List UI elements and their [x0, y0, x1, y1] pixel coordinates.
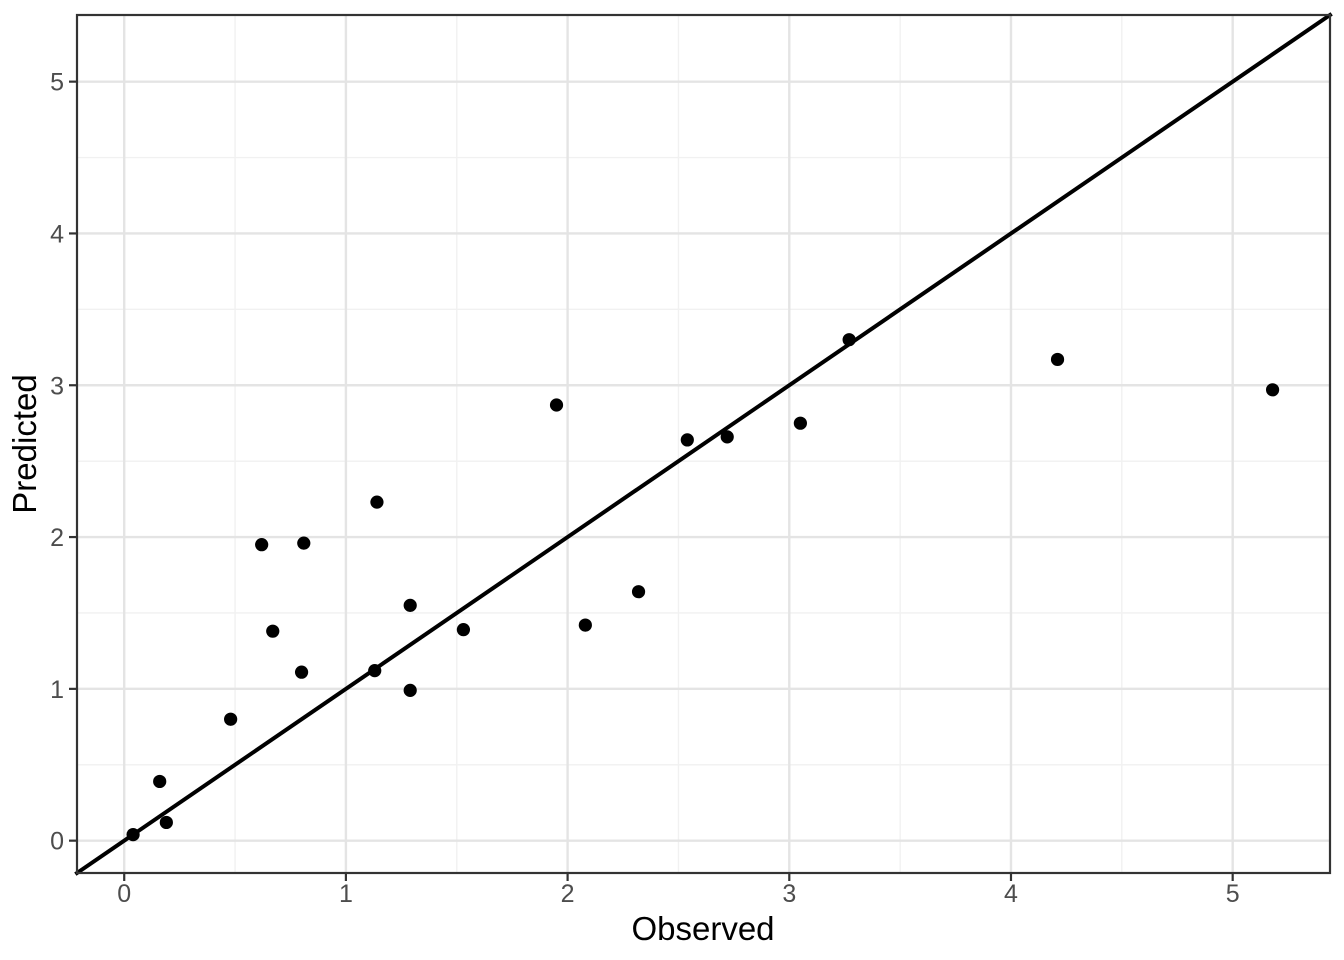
data-point: [266, 624, 280, 638]
data-point: [224, 712, 238, 726]
data-point: [456, 623, 471, 637]
data-point: [159, 815, 173, 830]
data-point: [126, 827, 140, 842]
data-point: [720, 430, 734, 444]
y-tick-label: 4: [50, 220, 64, 248]
x-tick-label: 2: [561, 880, 575, 908]
x-tick-label: 1: [339, 880, 353, 908]
data-point: [1265, 383, 1280, 397]
data-point: [294, 665, 309, 679]
data-point: [680, 433, 694, 447]
data-point: [842, 333, 856, 347]
data-point: [549, 398, 564, 412]
x-axis-tick-labels: 0 1 2 3 4 5: [117, 880, 1239, 908]
y-tick-label: 5: [50, 69, 64, 97]
data-point: [578, 618, 592, 632]
scatter-points: [126, 333, 1280, 842]
data-point: [793, 416, 807, 430]
y-tick-label: 3: [50, 372, 64, 400]
data-point: [153, 774, 167, 789]
data-point: [368, 664, 382, 678]
y-axis-title: Predicted: [6, 374, 43, 513]
x-axis-ticks: [123, 873, 1234, 881]
y-tick-label: 0: [50, 828, 64, 856]
data-point: [631, 585, 646, 599]
data-point: [1050, 352, 1065, 367]
data-point: [297, 536, 311, 550]
x-tick-label: 0: [117, 880, 131, 908]
x-tick-label: 3: [782, 880, 796, 908]
y-axis-tick-labels: 0 1 2 3 4 5: [50, 69, 64, 856]
data-point: [370, 495, 384, 509]
panel-border: [75, 13, 1332, 875]
x-axis-title: Observed: [631, 910, 774, 947]
x-tick-label: 5: [1226, 880, 1240, 908]
major-gridlines: [77, 15, 1330, 873]
data-point: [403, 598, 417, 612]
y-tick-label: 1: [50, 676, 64, 704]
y-axis-ticks: [69, 80, 77, 842]
data-point: [255, 538, 269, 552]
identity-reference-line: [74, 12, 1333, 876]
y-tick-label: 2: [50, 524, 64, 552]
x-tick-label: 4: [1004, 880, 1018, 908]
data-point: [403, 683, 417, 697]
